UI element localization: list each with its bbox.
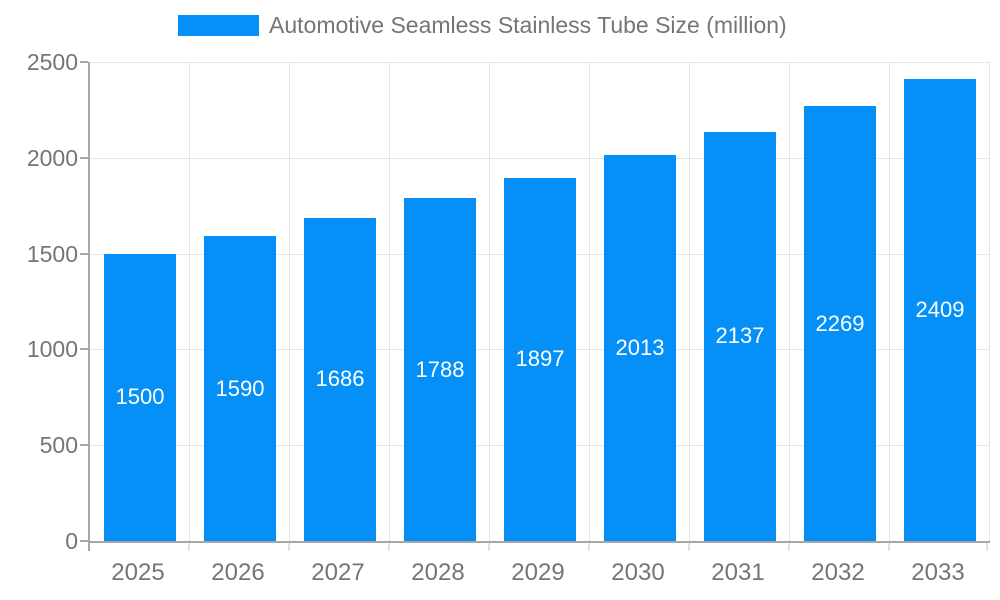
bar[interactable]: 2409	[904, 79, 976, 541]
x-axis-tick	[388, 543, 390, 551]
bar[interactable]: 1590	[204, 236, 276, 541]
bar[interactable]: 2269	[804, 106, 876, 541]
x-axis-tick	[588, 543, 590, 551]
gridline-vertical	[689, 62, 690, 541]
x-axis-tick-label: 2033	[911, 559, 965, 586]
gridline-horizontal	[90, 157, 990, 159]
x-axis-tick	[688, 543, 690, 551]
y-axis-tick	[80, 540, 88, 542]
x-axis-tick-label: 2026	[211, 559, 265, 586]
legend-label: Automotive Seamless Stainless Tube Size …	[269, 12, 787, 38]
x-axis-tick-label: 2027	[311, 559, 365, 586]
x-axis-tick-label: 2031	[711, 559, 765, 586]
bar[interactable]: 2137	[704, 131, 776, 541]
x-axis-tick-label: 2028	[411, 559, 465, 586]
gridline-vertical	[589, 62, 590, 541]
legend[interactable]: Automotive Seamless Stainless Tube Size …	[178, 12, 787, 38]
y-axis-tick-label: 500	[39, 432, 78, 459]
bar-value-label: 1500	[115, 384, 165, 410]
x-axis-tick	[888, 543, 890, 551]
y-axis-tick-label: 2500	[26, 49, 78, 75]
x-axis-tick	[188, 543, 190, 551]
bar-value-label: 1897	[515, 346, 565, 372]
x-axis-tick-label: 2032	[811, 559, 865, 586]
gridline-vertical	[789, 62, 790, 541]
gridline-vertical	[189, 62, 190, 541]
gridline-vertical	[489, 62, 490, 541]
y-axis-tick-label: 1500	[26, 240, 78, 267]
bar-value-label: 1590	[215, 375, 265, 401]
y-axis-tick-label: 2000	[26, 144, 78, 171]
gridline-horizontal	[90, 62, 990, 63]
y-axis-tick	[80, 156, 88, 159]
x-axis-tick	[986, 543, 988, 551]
gridline-vertical	[889, 62, 890, 541]
y-axis-tick-label: 1000	[26, 336, 78, 363]
gridline-vertical	[389, 62, 390, 541]
y-axis-tick	[80, 252, 88, 255]
bar-value-label: 2137	[715, 323, 765, 349]
x-axis-tick	[488, 543, 490, 551]
bar[interactable]: 2013	[604, 155, 676, 541]
bar-value-label: 1788	[415, 356, 465, 382]
x-axis-tick	[88, 543, 90, 551]
y-axis-tick-label: 0	[65, 528, 78, 554]
bar-value-label: 1686	[315, 366, 365, 392]
bar[interactable]: 1686	[304, 217, 376, 541]
plot-area: 1500 1590 1686 1788 1897 2013 2137 2269 2409	[88, 62, 990, 543]
x-axis-tick-label: 2029	[511, 559, 565, 586]
gridline-vertical	[289, 62, 290, 541]
bar-value-label: 2013	[615, 335, 665, 361]
bar[interactable]: 1897	[504, 177, 576, 541]
legend-swatch-icon	[178, 14, 259, 36]
x-axis-tick-label: 2025	[111, 559, 165, 586]
bar[interactable]: 1788	[404, 198, 476, 541]
x-axis-tick-label: 2030	[611, 559, 665, 586]
gridline-vertical	[989, 62, 990, 541]
y-axis-tick	[80, 61, 88, 63]
x-axis-tick	[788, 543, 790, 551]
bar-value-label: 2269	[815, 310, 865, 336]
bar-value-label: 2409	[915, 297, 965, 323]
y-axis-tick	[80, 348, 88, 351]
bar[interactable]: 1500	[104, 253, 176, 541]
x-axis-tick	[288, 543, 290, 551]
y-axis-tick	[80, 444, 88, 447]
